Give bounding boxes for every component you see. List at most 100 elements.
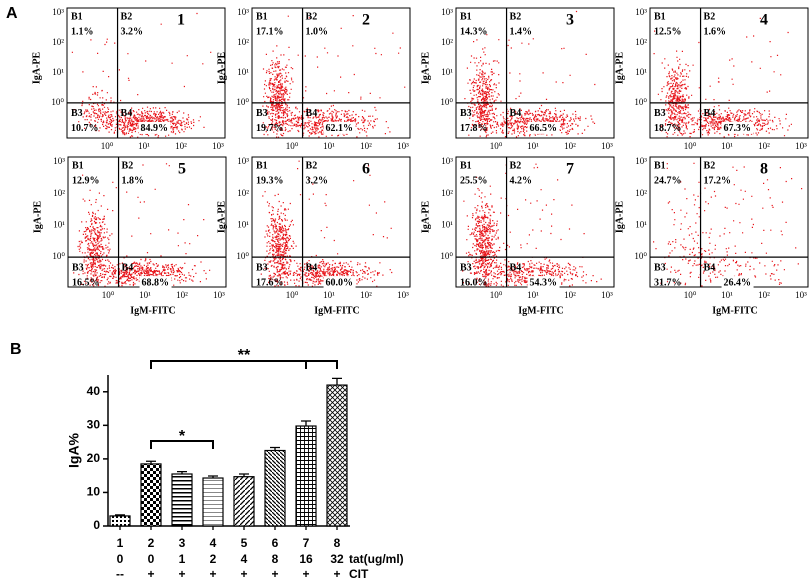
plot-frame — [649, 7, 809, 139]
quadrant-name: B4 — [306, 262, 318, 273]
quadrant-percent: 62.1% — [326, 123, 354, 134]
y-tick-label: 10² — [52, 37, 64, 47]
quadrant-name: B4 — [122, 262, 134, 273]
quadrant-percent: 10.7% — [71, 123, 99, 134]
quadrant-percent: 25.5% — [460, 175, 488, 186]
y-tick-label: 20 — [87, 451, 101, 465]
x-tick-label: 10¹ — [527, 141, 539, 151]
y-tick-label: 10³ — [52, 7, 64, 17]
quadrant-name: B2 — [121, 11, 133, 22]
tat-value: 8 — [272, 552, 279, 566]
quadrant-percent: 66.5% — [530, 123, 558, 134]
panel-number: 3 — [566, 12, 574, 29]
x-tick-label: 10¹ — [323, 290, 335, 300]
quadrant-name: B2 — [510, 11, 522, 22]
error-bar — [115, 514, 125, 516]
quadrant-name: B1 — [460, 11, 472, 22]
tat-value: 2 — [210, 552, 217, 566]
panel-label: A — [6, 5, 18, 22]
panel-label: B — [10, 341, 22, 358]
y-tick-label: 10³ — [635, 156, 647, 166]
quadrant-percent: 31.7% — [654, 277, 682, 288]
bar — [326, 384, 348, 527]
y-tick-label: 10³ — [635, 7, 647, 17]
quadrant-percent: 60.0% — [326, 277, 354, 288]
quadrant-name: B1 — [654, 160, 666, 171]
x-tick-label: 10¹ — [527, 290, 539, 300]
quadrant-percent: 1.1% — [71, 26, 94, 37]
label-bg — [527, 121, 560, 134]
x-axis-label: IgM-FITC — [518, 305, 564, 316]
y-tick-label: 10¹ — [441, 219, 453, 229]
quadrant-percent: 67.3% — [724, 123, 752, 134]
y-tick-label: 10² — [441, 37, 453, 47]
y-tick-label: 10⁰ — [440, 251, 453, 261]
error-bar — [177, 470, 187, 474]
y-axis-label: IgA-PE — [32, 201, 43, 234]
y-tick-label: 10¹ — [52, 67, 64, 77]
quadrant-percent: 18.7% — [654, 123, 682, 134]
y-tick-label: 10⁰ — [634, 97, 647, 107]
x-tick-label: 10² — [360, 290, 372, 300]
y-axis-label: IgA-PE — [614, 201, 625, 234]
y-tick-label: 10³ — [237, 7, 249, 17]
quadrant-percent: 17.8% — [460, 123, 488, 134]
x-tick-label: 10¹ — [138, 141, 150, 151]
y-axis-label: IgA-PE — [614, 52, 625, 85]
quadrant-name: B4 — [306, 108, 318, 119]
error-bar — [146, 460, 156, 464]
quadrant-name: B4 — [510, 108, 522, 119]
significance-label: * — [179, 428, 186, 445]
y-tick-label: 10¹ — [635, 67, 647, 77]
cit-value: + — [209, 567, 216, 581]
quadrant-percent: 17.2% — [704, 175, 732, 186]
x-tick-label: 10² — [758, 290, 770, 300]
x-tick-label: 7 — [303, 536, 310, 550]
quadrant-percent: 17.6% — [256, 277, 284, 288]
cit-value: + — [147, 567, 154, 581]
quadrant-name: B2 — [306, 11, 318, 22]
y-tick-label: 10 — [87, 485, 101, 499]
x-tick-label: 10⁰ — [490, 141, 503, 151]
y-tick-label: 10⁰ — [236, 251, 249, 261]
error-bar — [270, 446, 280, 451]
quadrant-percent: 1.6% — [704, 26, 727, 37]
x-tick-label: 10¹ — [721, 141, 733, 151]
y-tick-label: 10² — [441, 188, 453, 198]
flow-plot: B1 12.5% B2 1.6% B3 18.7% B4 67.3% 4 10³ 10² 10¹ 10⁰… — [614, 7, 809, 151]
y-tick-label: 10⁰ — [634, 251, 647, 261]
error-bar — [239, 473, 249, 477]
quadrant-name: B3 — [72, 262, 84, 273]
cit-label: CIT — [349, 567, 369, 581]
flow-plot: B1 25.5% B2 4.2% B3 16.0% B4 54.3% 7 10³ 10² 10¹ 10⁰… — [420, 156, 615, 316]
quadrant-name: B3 — [460, 262, 472, 273]
flow-plot: B1 12.9% B2 1.8% B3 16.5% B4 68.8% 5 10³ 10² 10¹ 10⁰… — [32, 156, 227, 316]
error-bar — [208, 475, 218, 479]
panel-number: 8 — [760, 161, 768, 178]
label-bg — [721, 276, 754, 289]
y-tick-label: 10¹ — [635, 219, 647, 229]
y-axis-label: IgA% — [66, 432, 82, 468]
x-tick-label: 10⁰ — [286, 290, 299, 300]
cell-events — [462, 163, 602, 287]
y-tick-label: 10² — [635, 37, 647, 47]
x-tick-label: 10³ — [795, 141, 807, 151]
significance-label: ** — [238, 347, 251, 364]
y-tick-label: 10³ — [237, 156, 249, 166]
flow-plot: B1 24.7% B2 17.2% B3 31.7% B4 26.4% 8 10³ 10² 10¹ 10… — [614, 156, 809, 316]
quadrant-name: B4 — [704, 108, 716, 119]
x-tick-label: 10¹ — [139, 290, 151, 300]
x-tick-label: 10⁰ — [490, 290, 503, 300]
y-tick-label: 10² — [53, 188, 65, 198]
quadrant-name: B1 — [256, 11, 268, 22]
x-tick-label: 10³ — [213, 290, 225, 300]
label-bg — [323, 121, 356, 134]
panel-number: 5 — [178, 161, 186, 178]
x-tick-label: 10² — [176, 290, 188, 300]
y-tick-label: 10² — [635, 188, 647, 198]
bar — [233, 476, 255, 527]
tat-value: 1 — [179, 552, 186, 566]
plot-frame — [455, 7, 615, 139]
y-tick-label: 10⁰ — [440, 97, 453, 107]
x-tick-label: 10³ — [601, 141, 613, 151]
